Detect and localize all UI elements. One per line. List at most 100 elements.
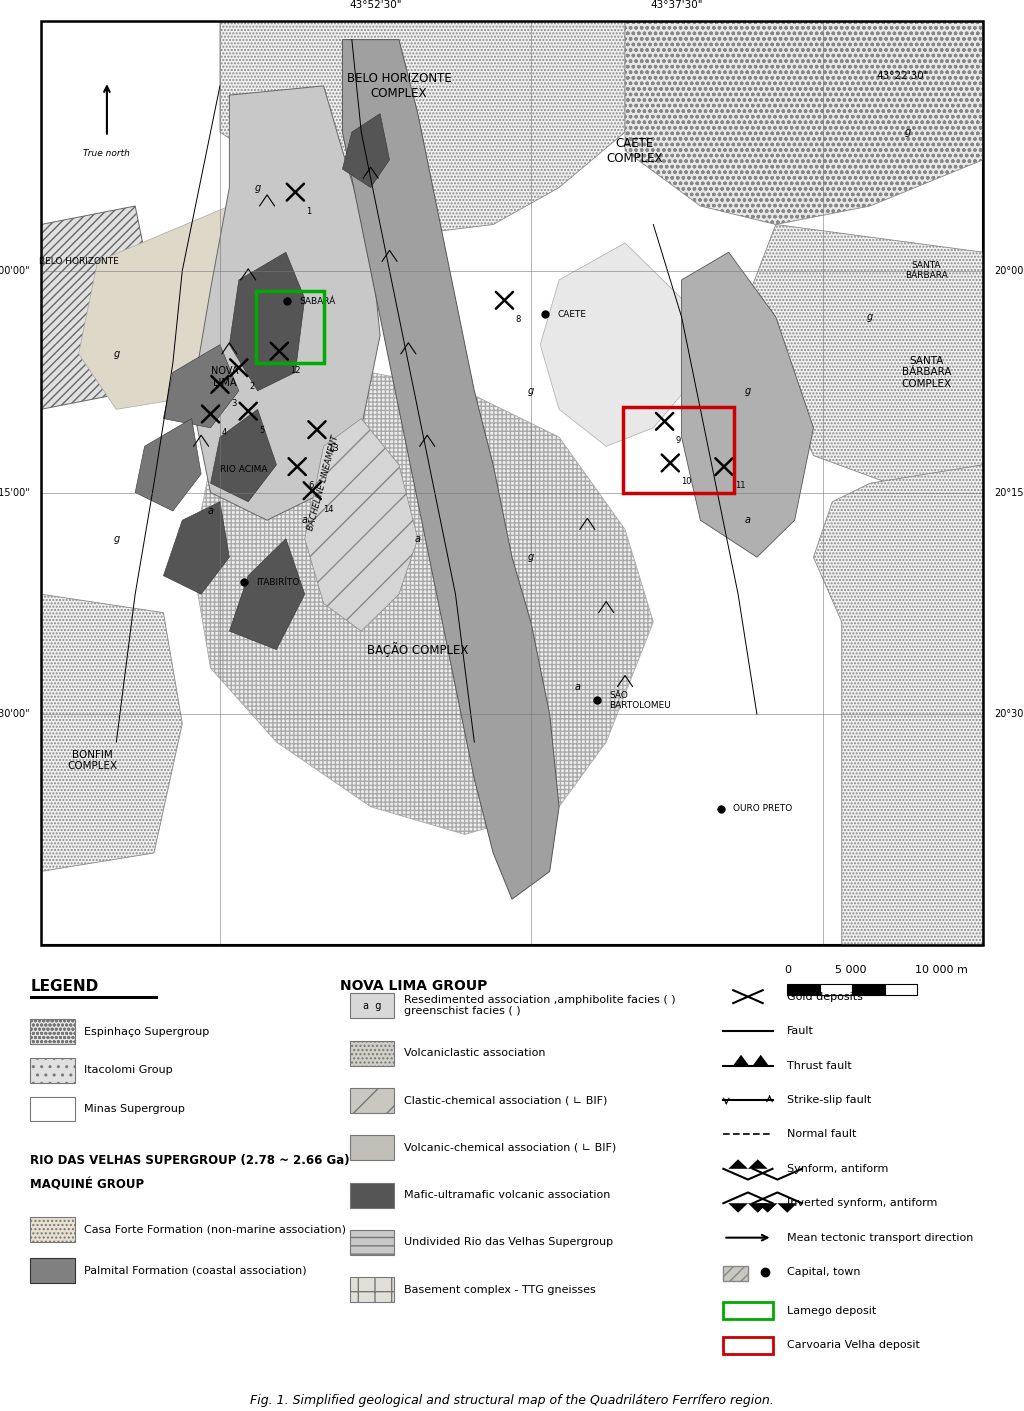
- Text: Casa Forte Formation (non-marine association): Casa Forte Formation (non-marine associa…: [84, 1225, 346, 1235]
- Text: Volcanic-chemical association ( ∟ BIF): Volcanic-chemical association ( ∟ BIF): [403, 1143, 616, 1153]
- Bar: [350, 1088, 394, 1113]
- Text: Strike-slip fault: Strike-slip fault: [787, 1095, 871, 1105]
- Polygon shape: [541, 243, 700, 446]
- Bar: [31, 1096, 75, 1122]
- Text: g: g: [114, 349, 120, 358]
- Bar: [31, 996, 158, 999]
- Polygon shape: [41, 594, 182, 872]
- Text: CAETE: CAETE: [557, 309, 586, 319]
- Text: Normal fault: Normal fault: [787, 1129, 857, 1139]
- Polygon shape: [777, 1204, 797, 1212]
- Text: 8: 8: [515, 315, 521, 323]
- Bar: [350, 1230, 394, 1254]
- Text: a  g: a g: [362, 1000, 381, 1010]
- Polygon shape: [211, 409, 276, 502]
- Text: a: a: [744, 515, 751, 525]
- Polygon shape: [753, 1055, 769, 1065]
- Text: 9: 9: [676, 436, 681, 444]
- Text: SANTA
BÁRBARA
COMPLEX: SANTA BÁRBARA COMPLEX: [901, 356, 951, 389]
- Text: g: g: [255, 182, 261, 192]
- Bar: [350, 1040, 394, 1065]
- Polygon shape: [135, 419, 201, 511]
- Text: 20°00'00": 20°00'00": [994, 265, 1024, 275]
- Text: 14: 14: [324, 505, 334, 514]
- Text: True north: True north: [84, 148, 130, 158]
- Text: 10: 10: [681, 477, 692, 487]
- Text: 6: 6: [308, 481, 313, 490]
- Text: Mafic-ultramafic volcanic association: Mafic-ultramafic volcanic association: [403, 1189, 610, 1199]
- Polygon shape: [342, 40, 559, 899]
- Text: 4: 4: [221, 429, 226, 437]
- Text: Carvoaria Velha deposit: Carvoaria Velha deposit: [787, 1340, 921, 1350]
- Text: BACHELINÉ LINEAMENT: BACHELINÉ LINEAMENT: [306, 435, 341, 532]
- Text: BAÇÃO COMPLEX: BAÇÃO COMPLEX: [368, 642, 468, 658]
- Text: Fault: Fault: [787, 1026, 814, 1036]
- Bar: [31, 1218, 75, 1242]
- Polygon shape: [191, 86, 380, 521]
- Bar: [350, 993, 394, 1019]
- Polygon shape: [728, 1160, 748, 1168]
- Text: NOVA LIMA GROUP: NOVA LIMA GROUP: [340, 979, 487, 993]
- Text: OURO PRETO: OURO PRETO: [733, 804, 793, 813]
- Text: Volcaniclastic association: Volcaniclastic association: [403, 1048, 546, 1058]
- Text: g: g: [867, 312, 873, 322]
- Bar: [852, 983, 885, 995]
- Polygon shape: [164, 502, 229, 594]
- Text: 1: 1: [306, 206, 311, 216]
- Text: Resedimented association ,amphibolite facies ( )
greenschist facies ( ): Resedimented association ,amphibolite fa…: [403, 995, 676, 1016]
- Bar: [31, 1257, 75, 1283]
- Text: a: a: [415, 533, 421, 543]
- Text: 43°22'30": 43°22'30": [877, 71, 929, 82]
- Text: g: g: [114, 533, 120, 543]
- Polygon shape: [813, 464, 983, 945]
- Bar: [723, 1336, 772, 1355]
- Text: RIO ACIMA: RIO ACIMA: [220, 464, 267, 474]
- Text: SABARÁ: SABARÁ: [299, 296, 335, 306]
- Bar: [350, 1136, 394, 1160]
- Text: Mean tectonic transport direction: Mean tectonic transport direction: [787, 1233, 974, 1243]
- Text: Lamego deposit: Lamego deposit: [787, 1305, 877, 1316]
- Polygon shape: [748, 224, 983, 483]
- Bar: [885, 983, 918, 995]
- Text: g: g: [527, 385, 534, 396]
- Polygon shape: [748, 1160, 768, 1168]
- Text: SANTA
BÁRBARA: SANTA BÁRBARA: [905, 261, 948, 281]
- Text: 11: 11: [735, 481, 745, 490]
- Polygon shape: [758, 1204, 777, 1212]
- Text: Capital, town: Capital, town: [787, 1267, 861, 1277]
- Text: Basement complex - TTG gneisses: Basement complex - TTG gneisses: [403, 1285, 596, 1295]
- Text: 43°37'30": 43°37'30": [650, 0, 703, 10]
- Polygon shape: [220, 21, 625, 234]
- Text: Clastic-chemical association ( ∟ BIF): Clastic-chemical association ( ∟ BIF): [403, 1095, 607, 1105]
- Polygon shape: [164, 344, 239, 428]
- Bar: [787, 983, 819, 995]
- Text: 5: 5: [259, 426, 264, 435]
- Polygon shape: [41, 206, 154, 409]
- Bar: [819, 983, 852, 995]
- Bar: [256, 291, 324, 363]
- Text: Minas Supergroup: Minas Supergroup: [84, 1103, 185, 1113]
- Text: 20°15'00": 20°15'00": [994, 488, 1024, 498]
- Text: Fig. 1. Simplified geological and structural map of the Quadrilátero Ferrífero r: Fig. 1. Simplified geological and struct…: [250, 1394, 774, 1407]
- Text: 0: 0: [783, 965, 791, 975]
- Text: CAETE
COMPLEX: CAETE COMPLEX: [606, 137, 663, 165]
- Text: LEGEND: LEGEND: [31, 979, 98, 995]
- Bar: [31, 1058, 75, 1082]
- Polygon shape: [79, 206, 248, 409]
- Polygon shape: [191, 373, 653, 834]
- Text: 12: 12: [291, 365, 301, 374]
- Text: a: a: [574, 682, 581, 691]
- Polygon shape: [342, 113, 389, 188]
- Text: 20°30'00": 20°30'00": [994, 710, 1024, 720]
- Bar: [624, 408, 734, 492]
- Text: MAQUINÉ GROUP: MAQUINÉ GROUP: [31, 1178, 144, 1191]
- Text: Thrust fault: Thrust fault: [787, 1061, 852, 1071]
- Text: Itacolomi Group: Itacolomi Group: [84, 1065, 173, 1075]
- Text: a: a: [302, 515, 308, 525]
- Text: NOVA
LIMA: NOVA LIMA: [211, 367, 239, 388]
- Text: RIO DAS VELHAS SUPERGROUP (2.78 ~ 2.66 Ga): RIO DAS VELHAS SUPERGROUP (2.78 ~ 2.66 G…: [31, 1154, 350, 1167]
- Text: Inverted synform, antiform: Inverted synform, antiform: [787, 1198, 938, 1208]
- Text: ITABIRÍTO: ITABIRÍTO: [256, 577, 299, 587]
- Text: 2: 2: [250, 382, 255, 391]
- Bar: [31, 1019, 75, 1044]
